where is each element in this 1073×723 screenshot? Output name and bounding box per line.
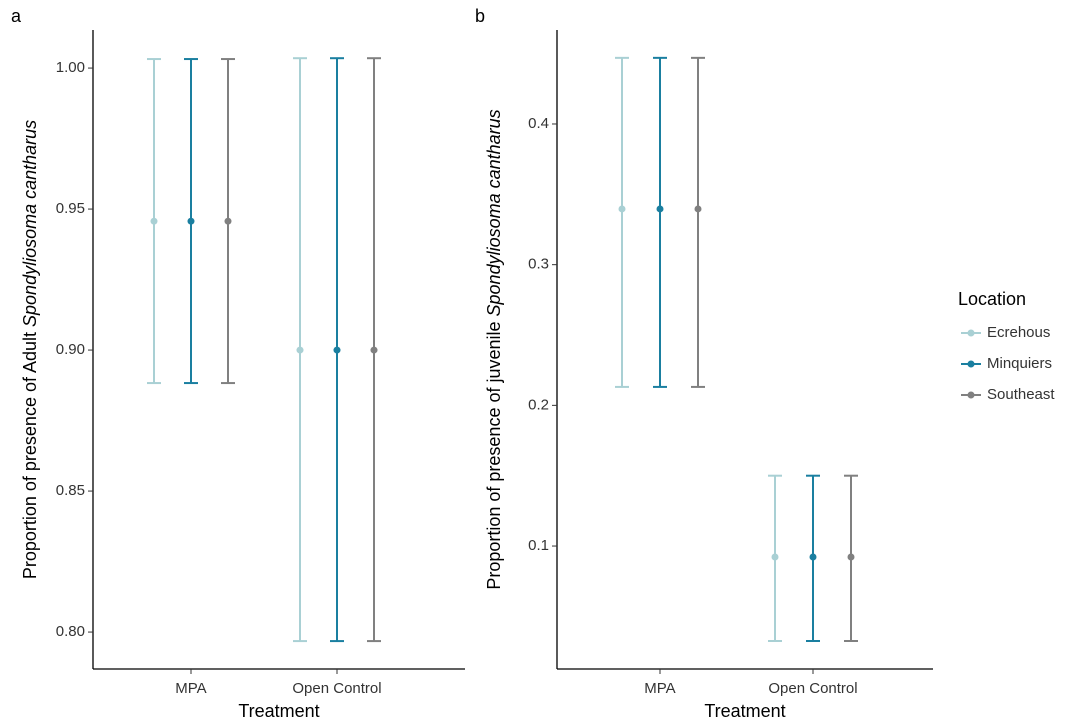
y-axis-title: Proportion of presence of juvenile Spond… [484,109,504,589]
y-axis-title-species: Spondyliosoma cantharus [20,120,40,327]
y-tick-label: 0.3 [528,256,549,273]
point [694,205,702,213]
x-tick-label: Open Control [768,680,857,697]
legend-swatch-point [967,360,975,368]
legend-swatch-point [967,391,975,399]
legend-label: Ecrehous [987,324,1050,341]
legend-title: Location [958,289,1026,309]
panel-label: b [475,6,485,26]
y-tick-label: 0.2 [528,396,549,413]
point [333,346,341,354]
point [809,553,817,561]
y-axis-title-text: Proportion of presence of Adult [20,332,40,579]
point [656,205,664,213]
legend-label: Southeast [987,386,1055,403]
legend-swatch-point [967,329,975,337]
point [370,346,378,354]
panel-label: a [11,6,22,26]
x-tick-label: MPA [644,680,675,697]
point [187,217,195,225]
point [771,553,779,561]
point [618,205,626,213]
y-axis-title-text: Proportion of presence of juvenile [484,321,504,589]
point [847,553,855,561]
y-tick-label: 0.80 [56,623,85,640]
y-tick-label: 0.4 [528,115,549,132]
x-tick-label: Open Control [292,680,381,697]
y-tick-label: 1.00 [56,59,85,76]
x-tick-label: MPA [175,680,206,697]
x-axis-title: Treatment [238,701,319,721]
y-tick-label: 0.1 [528,537,549,554]
point [150,217,158,225]
legend-label: Minquiers [987,355,1052,372]
y-tick-label: 0.95 [56,200,85,217]
y-axis-title: Proportion of presence of Adult Spondyli… [20,120,40,579]
y-axis-title-species: Spondyliosoma cantharus [484,109,504,316]
point [296,346,304,354]
y-tick-label: 0.90 [56,341,85,358]
x-axis-title: Treatment [704,701,785,721]
y-tick-label: 0.85 [56,482,85,499]
point [224,217,232,225]
